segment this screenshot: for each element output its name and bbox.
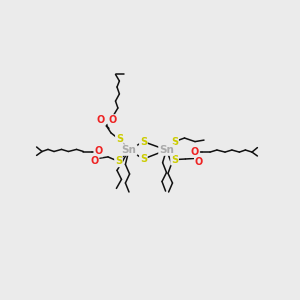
Text: S: S	[115, 156, 122, 167]
Text: S: S	[140, 136, 147, 147]
Text: O: O	[191, 147, 199, 157]
Text: Sn: Sn	[159, 145, 174, 155]
Text: S: S	[116, 134, 123, 145]
Text: S: S	[171, 136, 178, 147]
Text: O: O	[195, 157, 203, 167]
Text: Sn: Sn	[122, 145, 136, 155]
Text: O: O	[90, 156, 99, 167]
Text: S: S	[171, 154, 178, 165]
Text: O: O	[108, 115, 117, 125]
Text: O: O	[97, 115, 105, 125]
Text: S: S	[140, 154, 147, 164]
Text: O: O	[94, 146, 103, 157]
